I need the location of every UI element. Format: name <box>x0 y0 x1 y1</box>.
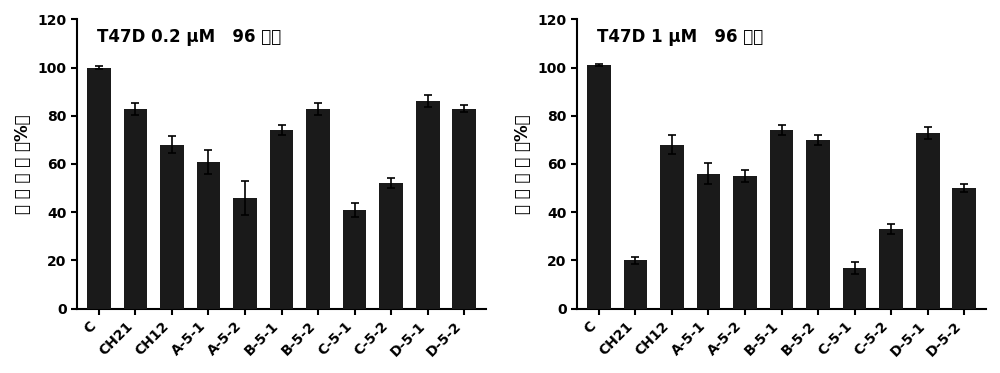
Bar <box>660 145 684 308</box>
Text: T47D 1 μM   96 小时: T47D 1 μM 96 小时 <box>597 28 764 46</box>
Bar <box>879 229 903 308</box>
Bar <box>124 109 147 308</box>
Bar <box>697 173 720 308</box>
Bar <box>843 267 866 308</box>
Bar <box>952 188 976 308</box>
Bar <box>916 133 940 308</box>
Bar <box>770 130 793 308</box>
Bar <box>197 162 220 308</box>
Text: T47D 0.2 μM   96 小时: T47D 0.2 μM 96 小时 <box>97 28 282 46</box>
Bar <box>733 176 757 308</box>
Bar <box>306 109 330 308</box>
Bar <box>160 145 184 308</box>
Bar <box>452 109 476 308</box>
Bar <box>87 68 111 308</box>
Bar <box>587 65 611 308</box>
Bar <box>624 260 647 308</box>
Bar <box>270 130 293 308</box>
Bar <box>343 210 366 308</box>
Bar <box>416 101 440 308</box>
Y-axis label: 细 胞 存 活 （%）: 细 胞 存 活 （%） <box>14 114 32 214</box>
Y-axis label: 细 胞 存 活 （%）: 细 胞 存 活 （%） <box>514 114 532 214</box>
Bar <box>806 140 830 308</box>
Bar <box>233 198 257 308</box>
Bar <box>379 183 403 308</box>
